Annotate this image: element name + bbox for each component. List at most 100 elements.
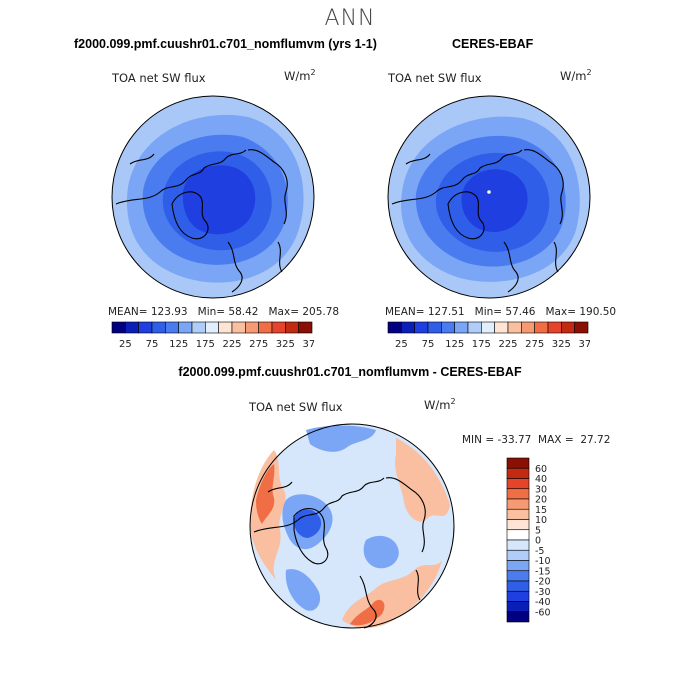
diff-units-base: W/m bbox=[424, 397, 451, 412]
colorbar-tick-label: -15 bbox=[535, 566, 551, 577]
colorbar-swatch bbox=[506, 457, 530, 469]
obs-field-label: TOA net SW flux bbox=[388, 71, 482, 85]
model-panel-header: f2000.099.pmf.cuushr01.c701_nomflumvm (y… bbox=[74, 37, 377, 51]
colorbar-swatch bbox=[506, 488, 530, 500]
model-polar-map bbox=[111, 95, 315, 299]
colorbar-tick-label: -40 bbox=[535, 597, 551, 608]
colorbar-swatch bbox=[231, 321, 246, 334]
obs-coast-asia bbox=[391, 149, 523, 205]
colorbar-swatch bbox=[205, 321, 219, 334]
colorbar-swatch bbox=[494, 321, 509, 334]
model-coast-asia bbox=[115, 149, 247, 205]
model-min-value: 58.42 bbox=[228, 306, 259, 318]
diff-coast-fragments bbox=[267, 481, 421, 601]
obs-coast-greenland bbox=[447, 191, 485, 240]
diff-max-label: MAX = bbox=[538, 434, 574, 446]
colorbar-tick-label: 15 bbox=[535, 505, 547, 516]
model-stats: MEAN= 123.93 Min= 58.42 Max= 205.78 bbox=[108, 306, 339, 318]
colorbar-swatch bbox=[506, 611, 530, 623]
colorbar-tick-label: 225 bbox=[498, 339, 517, 350]
colorbar-swatch bbox=[414, 321, 429, 334]
colorbar-tick-label: 25 bbox=[119, 339, 132, 350]
colorbar-tick-label: 325 bbox=[276, 339, 295, 350]
model-coast-europe bbox=[227, 241, 243, 293]
model-coast-america bbox=[247, 149, 288, 225]
colorbar-swatch bbox=[534, 321, 549, 334]
obs-polar-map bbox=[387, 95, 591, 299]
colorbar-swatch bbox=[547, 321, 562, 334]
obs-units-base: W/m bbox=[560, 68, 587, 83]
colorbar-swatch bbox=[387, 321, 402, 334]
diff-coast-asia bbox=[253, 477, 385, 533]
diff-min-label: MIN = bbox=[462, 434, 495, 446]
model-units: W/m2 bbox=[284, 68, 316, 83]
colorbar-swatch bbox=[521, 321, 535, 334]
colorbar-swatch bbox=[454, 321, 469, 334]
colorbar-swatch bbox=[427, 321, 442, 334]
obs-map-border bbox=[387, 95, 591, 299]
colorbar-swatch bbox=[218, 321, 233, 334]
page-title: ANN bbox=[324, 6, 376, 31]
diff-map-neg-southwest bbox=[285, 569, 321, 611]
obs-units: W/m2 bbox=[560, 68, 592, 83]
diff-colorbar-swatches bbox=[506, 457, 530, 623]
diff-field-label: TOA net SW flux bbox=[249, 400, 343, 414]
colorbar-tick-label: 5 bbox=[535, 525, 541, 536]
colorbar-tick-label: 60 bbox=[535, 464, 547, 475]
obs-stats: MEAN= 127.51 Min= 57.46 Max= 190.50 bbox=[385, 306, 616, 318]
colorbar-swatch bbox=[506, 478, 530, 490]
colorbar-tick-label: -60 bbox=[535, 607, 551, 618]
colorbar-swatch bbox=[441, 321, 455, 334]
colorbar-swatch bbox=[151, 321, 166, 334]
colorbar-tick-label: -20 bbox=[535, 577, 551, 588]
model-colorbar: 25 75 125 175 225 275 325 375 bbox=[111, 321, 314, 350]
obs-mean-value: 127.51 bbox=[427, 306, 465, 318]
colorbar-swatch bbox=[298, 321, 313, 334]
colorbar-swatch bbox=[506, 519, 530, 531]
colorbar-swatch bbox=[178, 321, 193, 334]
colorbar-swatch bbox=[111, 321, 126, 334]
model-max-value: 205.78 bbox=[302, 306, 340, 318]
colorbar-tick-label: 40 bbox=[535, 474, 547, 485]
model-colorbar-swatches bbox=[111, 321, 313, 334]
colorbar-tick-label: 325 bbox=[552, 339, 571, 350]
colorbar-swatch bbox=[506, 560, 530, 572]
model-min-label: Min= bbox=[197, 306, 226, 318]
diff-map-neg-greenland-strong bbox=[294, 509, 322, 538]
obs-map-pole-point bbox=[487, 190, 491, 194]
model-colorbar-ticks: 25 75 125 175 225 275 325 375 bbox=[119, 339, 314, 350]
obs-colorbar: 25 75 125 175 225 275 325 375 bbox=[387, 321, 590, 350]
model-units-exp: 2 bbox=[310, 68, 316, 77]
colorbar-tick-label: 125 bbox=[445, 339, 464, 350]
colorbar-swatch bbox=[506, 570, 530, 582]
model-coast-fragments bbox=[129, 153, 283, 273]
diff-max-value: 27.72 bbox=[580, 434, 611, 446]
model-map-coastlines bbox=[115, 149, 288, 293]
colorbar-swatch bbox=[506, 590, 530, 602]
colorbar-swatch bbox=[561, 321, 575, 334]
obs-coast-fragments bbox=[405, 153, 559, 273]
colorbar-tick-label: 225 bbox=[222, 339, 241, 350]
diff-coast-europe bbox=[359, 575, 377, 629]
diff-coast-greenland bbox=[293, 507, 329, 565]
diff-coast-america bbox=[385, 477, 426, 553]
obs-coast-america bbox=[523, 149, 564, 225]
colorbar-swatch bbox=[467, 321, 482, 334]
obs-units-exp: 2 bbox=[586, 68, 592, 77]
diff-map-border bbox=[249, 423, 455, 629]
diff-map-pos-west-strong bbox=[256, 464, 275, 524]
model-field-label: TOA net SW flux bbox=[112, 71, 206, 85]
diff-stats: MIN = -33.77 MAX = 27.72 bbox=[462, 434, 610, 446]
obs-max-value: 190.50 bbox=[579, 306, 617, 318]
colorbar-swatch bbox=[165, 321, 179, 334]
colorbar-tick-label: -30 bbox=[535, 587, 551, 598]
colorbar-swatch bbox=[506, 508, 530, 520]
colorbar-tick-label: 275 bbox=[249, 339, 268, 350]
colorbar-swatch bbox=[271, 321, 286, 334]
colorbar-swatch bbox=[258, 321, 273, 334]
colorbar-tick-label: 175 bbox=[196, 339, 215, 350]
diff-polar-map bbox=[249, 423, 455, 629]
colorbar-tick-label: 125 bbox=[169, 339, 188, 350]
colorbar-swatch bbox=[285, 321, 299, 334]
